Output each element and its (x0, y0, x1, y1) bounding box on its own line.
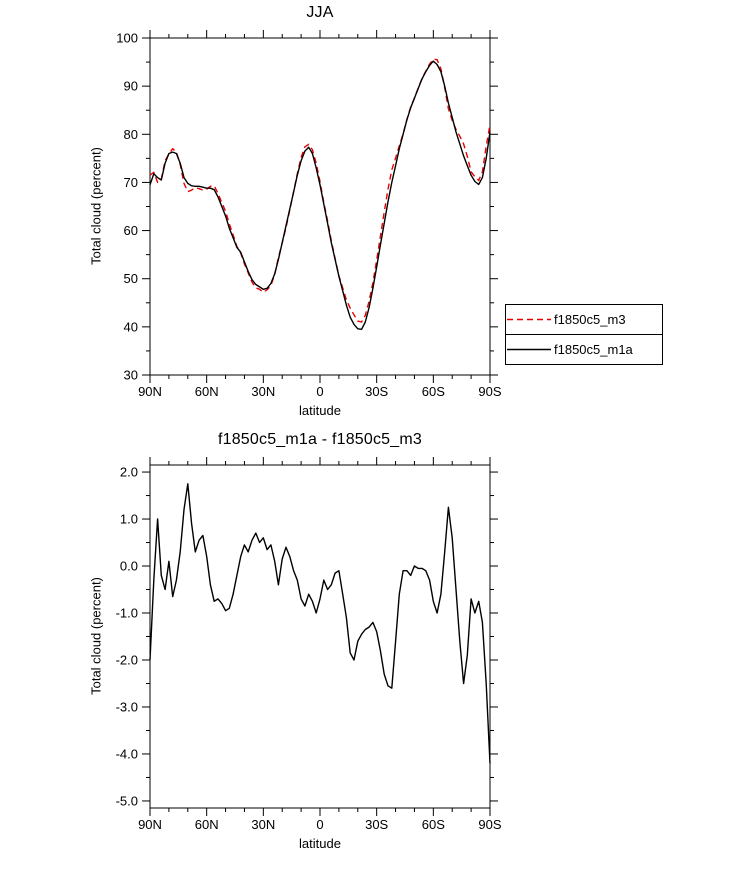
bottom-chart-plot: 90N 60N 30N 0 30S 60S 90S 2.0 1.0 0.0 -1.0 -2.0 -3.0… (116, 457, 502, 832)
x-tick-label: 90N (138, 384, 162, 399)
y-axis-ticks: 100 90 80 70 60 50 40 30 (116, 31, 498, 383)
legend-label: f1850c5_m1a (554, 342, 633, 357)
x-tick-label: 30N (251, 817, 275, 832)
y-tick-label: -2.0 (116, 652, 138, 667)
legend-label: f1850c5_m3 (554, 312, 626, 327)
x-tick-label: 0 (316, 817, 323, 832)
y-tick-label: -5.0 (116, 793, 138, 808)
top-chart-x-axis-label: latitude (299, 403, 341, 418)
x-tick-label: 30S (365, 384, 388, 399)
series-line (149, 58, 491, 323)
plot-frame (149, 464, 491, 809)
top-chart-title: JJA (306, 4, 334, 21)
y-tick-label: 90 (124, 79, 138, 94)
y-tick-label: 1.0 (120, 512, 138, 527)
bottom-chart-x-axis-label: latitude (299, 836, 341, 851)
y-tick-label: 50 (124, 271, 138, 286)
x-tick-label: 0 (316, 384, 323, 399)
top-chart-plot: 90N 60N 30N 0 30S 60S 90S 100 90 80 70 60 50 40 30 (116, 30, 502, 399)
x-tick-label: 90S (478, 817, 501, 832)
x-axis-ticks: 90N 60N 30N 0 30S 60S 90S (138, 457, 502, 832)
top-chart-legend: f1850c5_m3 f1850c5_m1a (505, 304, 663, 365)
x-tick-label: 30N (251, 384, 275, 399)
x-tick-label: 60S (422, 384, 445, 399)
y-tick-label: -1.0 (116, 606, 138, 621)
y-tick-label: 70 (124, 175, 138, 190)
y-tick-label: -4.0 (116, 746, 138, 761)
series-line (149, 60, 491, 330)
series-line (149, 483, 491, 764)
y-tick-label: 0.0 (120, 559, 138, 574)
plot-frame (149, 37, 491, 376)
bottom-chart-title: f1850c5_m1a - f1850c5_m3 (217, 431, 423, 448)
legend-entry: f1850c5_m3 (505, 304, 663, 335)
x-tick-label: 90N (138, 817, 162, 832)
x-tick-label: 60N (195, 817, 219, 832)
x-tick-label: 60N (195, 384, 219, 399)
y-tick-label: 40 (124, 319, 138, 334)
y-tick-label: 80 (124, 127, 138, 142)
legend-line-sample (507, 348, 551, 351)
x-tick-label: 60S (422, 817, 445, 832)
y-tick-label: 60 (124, 223, 138, 238)
x-axis-ticks: 90N 60N 30N 0 30S 60S 90S (138, 30, 502, 399)
x-tick-label: 30S (365, 817, 388, 832)
y-tick-label: 2.0 (120, 465, 138, 480)
x-tick-label: 90S (478, 384, 501, 399)
y-tick-label: -3.0 (116, 699, 138, 714)
legend-entry: f1850c5_m1a (505, 334, 663, 365)
legend-line-sample (507, 318, 551, 321)
y-axis-ticks: 2.0 1.0 0.0 -1.0 -2.0 -3.0 -4.0 -5.0 (116, 465, 498, 808)
y-tick-label: 30 (124, 368, 138, 383)
y-tick-label: 100 (116, 31, 138, 46)
